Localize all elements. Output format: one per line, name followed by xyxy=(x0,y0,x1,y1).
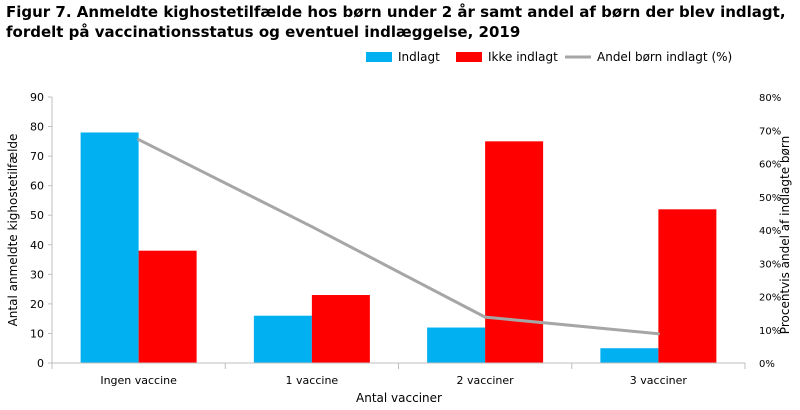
y2-tick-label: 80% xyxy=(759,93,781,104)
x-tick-label: Ingen vaccine xyxy=(100,374,177,387)
axes-group: 0 10 20 30 40 50 60 70 80 90 0% 10% 20% 30% 40% 50% 60% 7… xyxy=(30,91,781,387)
chart-title-line-2: fordelt på vaccinationsstatus og eventue… xyxy=(6,23,521,41)
legend-swatch xyxy=(366,52,392,62)
legend-swatch xyxy=(456,52,482,62)
bar-ikke-indlagt xyxy=(311,295,370,363)
bar-ikke-indlagt xyxy=(485,141,544,363)
y2-tick-label: 0% xyxy=(759,359,775,370)
line-point xyxy=(310,225,314,229)
y2-tick-label: 50% xyxy=(759,193,781,204)
chart-title-line-1: Figur 7. Anmeldte kighostetilfælde hos b… xyxy=(6,3,786,21)
bar-indlagt xyxy=(600,348,659,363)
bar-ikke-indlagt xyxy=(658,209,717,363)
y-axis-title: Antal anmeldte kighostetilfælde xyxy=(6,134,20,327)
line-series-andel-indlagt xyxy=(137,138,659,336)
chart-title: Figur 7. Anmeldte kighostetilfælde hos b… xyxy=(6,2,796,42)
y-tick-label: 20 xyxy=(30,298,44,311)
bar-indlagt xyxy=(427,327,486,363)
y-tick-label: 40 xyxy=(30,239,44,252)
y-tick-label: 0 xyxy=(37,357,44,370)
line-group xyxy=(137,138,660,336)
legend-label: Andel børn indlagt (%) xyxy=(597,50,732,64)
legend-label: Indlagt xyxy=(398,50,440,64)
x-tick-label: 1 vaccine xyxy=(286,374,339,387)
x-tick-label: 2 vacciner xyxy=(457,374,515,387)
y-tick-label: 90 xyxy=(30,91,44,104)
y-tick-label: 60 xyxy=(30,180,44,193)
y2-tick-label: 60% xyxy=(759,160,781,171)
y-tick-label: 70 xyxy=(30,150,44,163)
y-tick-label: 50 xyxy=(30,209,44,222)
bar-indlagt xyxy=(253,315,312,363)
y2-tick-label: 40% xyxy=(759,226,781,237)
y2-tick-label: 30% xyxy=(759,259,781,270)
line-point xyxy=(137,138,141,142)
y2-tick-label: 70% xyxy=(759,126,781,137)
y-tick-label: 80 xyxy=(30,121,44,134)
bar-ikke-indlagt xyxy=(138,250,197,363)
legend: Indlagt Ikke indlagt Andel børn indlagt (%… xyxy=(366,50,732,64)
legend-label: Ikke indlagt xyxy=(488,50,558,64)
y2-tick-label: 20% xyxy=(759,293,781,304)
line-point xyxy=(483,315,487,319)
y2-tick-label: 10% xyxy=(759,326,781,337)
bar-indlagt xyxy=(80,132,139,363)
y-tick-label: 30 xyxy=(30,268,44,281)
bars-group xyxy=(80,132,717,363)
y2-axis-title: Procentvis andel af indlagte børn xyxy=(778,136,792,334)
y-tick-label: 10 xyxy=(30,327,44,340)
x-tick-label: 3 vacciner xyxy=(630,374,688,387)
x-axis-title: Antal vacciner xyxy=(356,391,442,405)
line-point xyxy=(656,332,660,336)
